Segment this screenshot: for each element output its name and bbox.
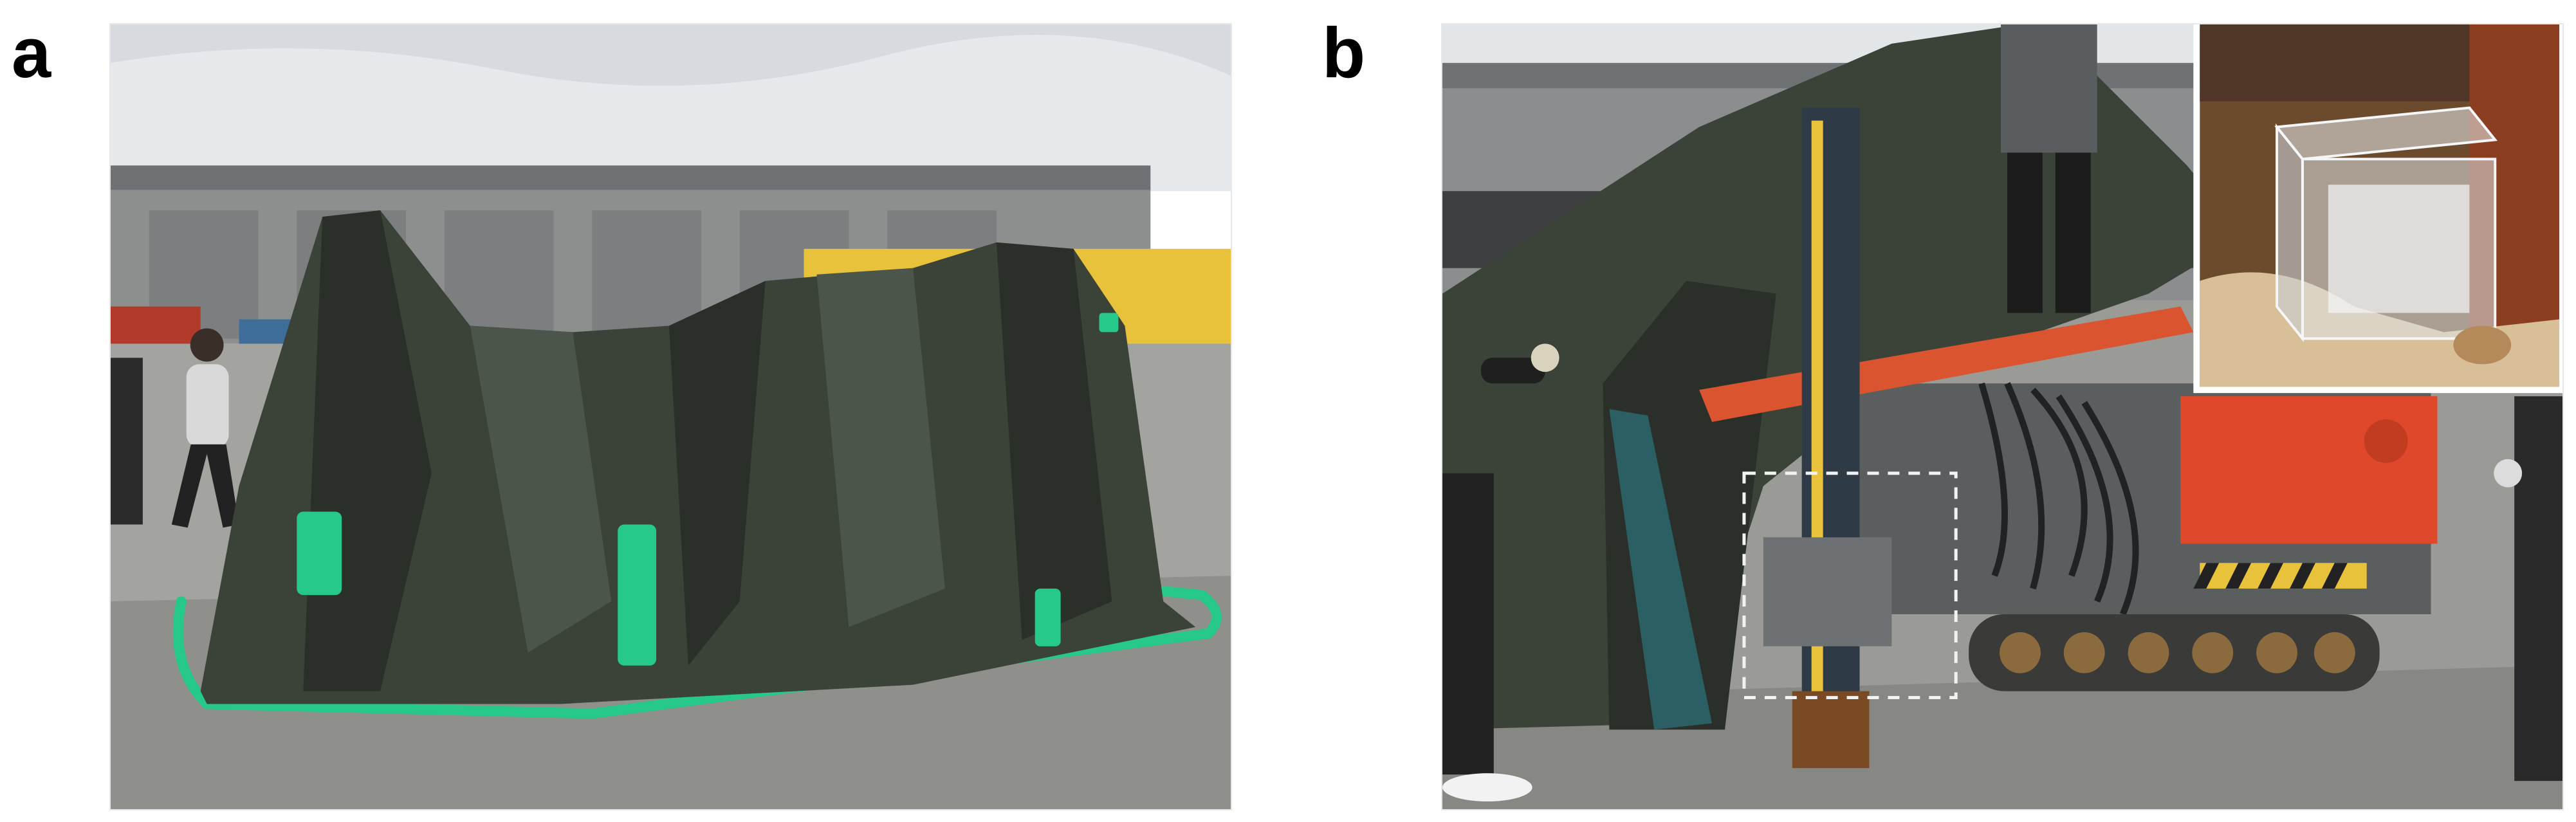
green-tape-patches [297,313,1119,666]
pipe-fitting [2453,325,2512,365]
hazard-stripe-marks [2193,563,2348,589]
warehouse-roof [111,165,1151,192]
person-on-rig [2001,24,2097,313]
track-wheels [2000,632,2355,673]
clouds [111,24,1231,86]
person-left-holding-tarp [1442,343,1559,802]
photo-a-tarp-covered-machine [109,23,1232,810]
acrylic-box [2274,106,2498,343]
drill-mast [1801,107,1860,749]
photo-a-scene [111,24,1231,809]
panel-label-a: a [12,14,51,93]
rusty-mast-base [1792,691,1870,769]
person-walking [171,328,239,528]
panel-label-b: b [1322,14,1366,93]
person-left [111,358,143,525]
tarp-highlights [470,268,946,653]
photo-b-scene [1442,24,2562,809]
dashed-highlight-box [1742,471,1958,700]
rig-orange-housing [2180,396,2438,544]
tarp-shadows [303,210,1112,691]
rig-gauge [2364,419,2408,463]
photo-b-drill-rig [1441,23,2564,810]
sample-box-on-rig [1763,537,1892,646]
inset-photo [2193,24,2562,394]
green-tape-outline [172,583,1222,719]
tarp-teal-edge [1609,409,1713,730]
hydraulic-hoses [1978,382,2139,616]
person-right [2494,396,2562,781]
